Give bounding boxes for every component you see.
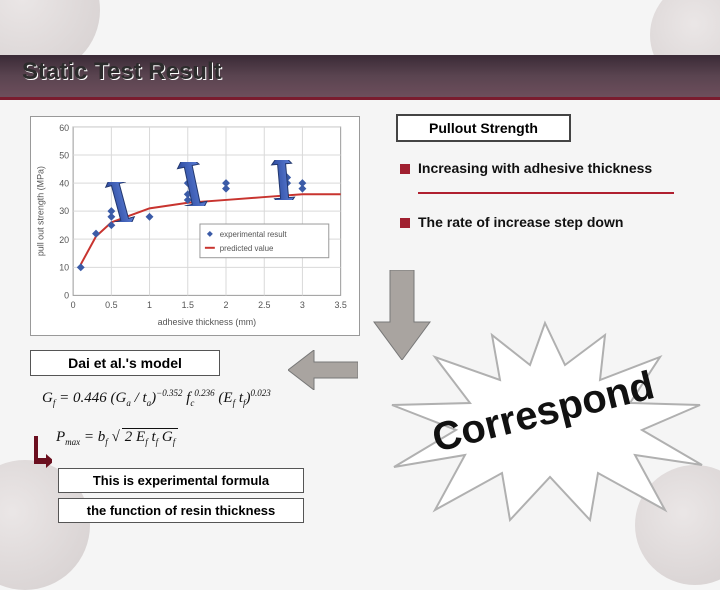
svg-text:experimental result: experimental result	[220, 230, 288, 239]
svg-text:0: 0	[71, 300, 76, 310]
bullet-text: The rate of increase step down	[418, 214, 623, 231]
svg-text:40: 40	[59, 178, 69, 188]
svg-text:1.5: 1.5	[182, 300, 194, 310]
svg-text:1: 1	[147, 300, 152, 310]
bullet-icon	[400, 164, 410, 174]
formula-gf: Gf = 0.446 (Ga / ta)−0.352 fc0.236 (Ef t…	[42, 388, 271, 408]
svg-text:10: 10	[59, 263, 69, 273]
chart-legend: experimental result predicted value	[200, 224, 329, 258]
svg-text:predicted value: predicted value	[220, 244, 274, 253]
svg-text:0.5: 0.5	[105, 300, 117, 310]
svg-text:3: 3	[300, 300, 305, 310]
chart-ylabel: pull out strength (MPa)	[35, 166, 45, 256]
svg-text:2: 2	[224, 300, 229, 310]
formula-pmax: Pmax = bf √2 Ef tf Gf	[56, 428, 178, 447]
note-resin-thickness: the function of resin thickness	[58, 498, 304, 523]
note-experimental: This is experimental formula	[58, 468, 304, 493]
title-underline	[0, 97, 720, 100]
pullout-heading: Pullout Strength	[396, 114, 571, 142]
svg-text:60: 60	[59, 123, 69, 133]
elbow-arrow-icon	[34, 436, 52, 468]
svg-text:30: 30	[59, 206, 69, 216]
svg-text:0: 0	[64, 290, 69, 300]
bullet-icon	[400, 218, 410, 228]
bullet-2: The rate of increase step down	[400, 214, 700, 231]
slide-title: Static Test Result	[22, 58, 222, 86]
dai-model-label: Dai et al.'s model	[30, 350, 220, 376]
svg-text:50: 50	[59, 151, 69, 161]
pullout-chart: 0 10 20 30 40 50 60 0 0.5 1 1.5 2 2.5 3 …	[30, 116, 360, 336]
arrow-left-icon	[288, 350, 358, 390]
svg-text:20: 20	[59, 235, 69, 245]
bullet-underline	[418, 192, 674, 194]
bullet-text: Increasing with adhesive thickness	[418, 160, 652, 177]
svg-text:2.5: 2.5	[258, 300, 270, 310]
svg-text:3.5: 3.5	[334, 300, 346, 310]
chart-xlabel: adhesive thickness (mm)	[158, 317, 257, 327]
bullet-1: Increasing with adhesive thickness	[400, 160, 700, 177]
